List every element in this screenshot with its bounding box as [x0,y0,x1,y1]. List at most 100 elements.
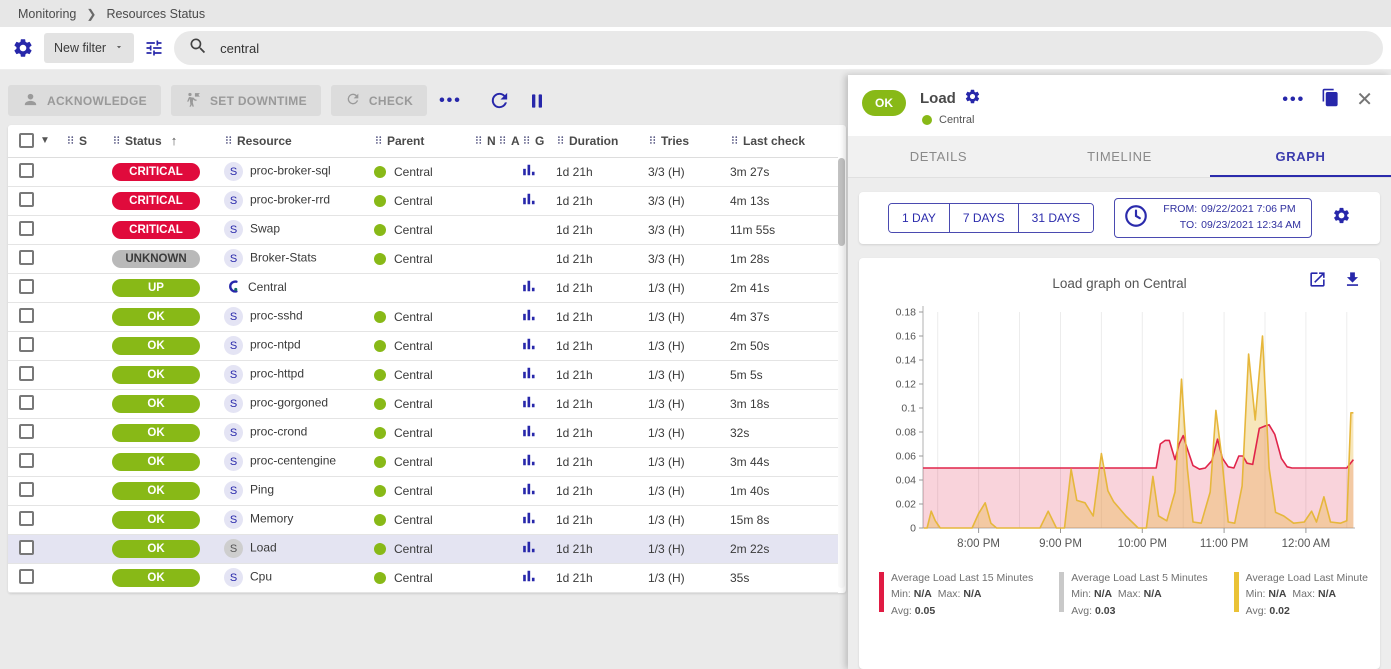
drag-handle-icon[interactable] [474,134,484,148]
cell-graph[interactable] [522,534,556,564]
cell-graph[interactable] [522,418,556,448]
cell-graph[interactable] [522,360,556,390]
table-row[interactable]: CRITICAL S Swap Central 1d 21h 3/3 (H) 11m 55s [8,215,838,245]
cell-parent[interactable]: Central [374,418,474,448]
row-checkbox[interactable] [19,452,34,468]
cell-graph[interactable] [522,331,556,361]
drag-handle-icon[interactable] [498,134,508,148]
panel-more-icon[interactable]: ••• [1282,91,1306,108]
cell-parent[interactable]: Central [374,215,474,245]
table-row[interactable]: OK S Load Central 1d 21h 1/3 (H) 2m 22s [8,534,838,564]
copy-link-icon[interactable] [1321,88,1340,112]
cell-graph[interactable] [522,505,556,535]
cell-resource[interactable]: Central [224,273,374,303]
open-in-new-icon[interactable] [1308,270,1327,294]
tab-details[interactable]: DETAILS [909,149,968,164]
cell-resource[interactable]: S Ping [224,476,374,506]
close-icon[interactable]: ✕ [1356,89,1373,111]
pause-icon[interactable] [527,91,547,111]
cell-parent[interactable]: Central [374,505,474,535]
filter-settings-gear-icon[interactable] [12,37,34,59]
drag-handle-icon[interactable] [556,134,566,148]
cell-parent[interactable]: Central [374,331,474,361]
cell-parent[interactable]: Central [374,360,474,390]
download-icon[interactable] [1343,270,1362,294]
cell-parent[interactable]: Central [374,389,474,419]
cell-resource[interactable]: S Broker-Stats [224,244,374,274]
column-header-tries[interactable]: Tries [648,125,730,158]
graph-settings-gear-icon[interactable] [1332,206,1351,230]
row-checkbox[interactable] [19,481,34,497]
table-row[interactable]: OK S Ping Central 1d 21h 1/3 (H) 1m 40s [8,476,838,506]
row-checkbox[interactable] [19,423,34,439]
column-header-s[interactable]: S [66,125,112,158]
column-header-last-check[interactable]: Last check [730,125,838,158]
range-1-day[interactable]: 1 DAY [889,204,950,232]
legend-item[interactable]: Average Load Last 15 Minutes Min: N/A Max… [879,570,1033,619]
tab-timeline[interactable]: TIMELINE [1087,149,1152,164]
row-checkbox[interactable] [19,307,34,323]
row-checkbox[interactable] [19,510,34,526]
cell-graph[interactable] [522,389,556,419]
row-checkbox[interactable] [19,249,34,265]
set-downtime-button[interactable]: SET DOWNTIME [170,85,321,116]
column-header-parent[interactable]: Parent [374,125,474,158]
drag-handle-icon[interactable] [112,134,122,148]
table-row[interactable]: OK S Memory Central 1d 21h 1/3 (H) 15m 8s [8,505,838,535]
table-row[interactable]: OK S Cpu Central 1d 21h 1/3 (H) 35s [8,563,838,593]
cell-graph[interactable] [522,244,556,274]
cell-resource[interactable]: S Load [224,534,374,564]
new-filter-dropdown[interactable]: New filter [44,33,135,63]
column-header-resource[interactable]: Resource [224,125,374,158]
select-all-checkbox[interactable] [19,133,34,149]
cell-graph[interactable] [522,476,556,506]
row-checkbox[interactable] [19,336,34,352]
drag-handle-icon[interactable] [522,134,532,148]
column-header-status[interactable]: Status ↑ [112,125,224,158]
legend-item[interactable]: Average Load Last 5 Minutes Min: N/A Max:… [1059,570,1208,619]
column-header-a[interactable]: A [498,125,522,158]
refresh-icon[interactable] [488,89,511,112]
breadcrumb-monitoring[interactable]: Monitoring [18,6,77,21]
cell-parent[interactable]: Central [374,534,474,564]
row-checkbox[interactable] [19,394,34,410]
table-scrollbar[interactable] [838,158,845,588]
breadcrumb-resources-status[interactable]: Resources Status [106,6,206,21]
cell-graph[interactable] [522,215,556,245]
drag-handle-icon[interactable] [374,134,384,148]
cell-parent[interactable]: Central [374,302,474,332]
row-checkbox[interactable] [19,568,34,584]
row-checkbox[interactable] [19,191,34,207]
cell-parent[interactable]: Central [374,186,474,216]
check-button[interactable]: CHECK [330,85,428,116]
cell-graph[interactable] [522,186,556,216]
drag-handle-icon[interactable] [224,134,234,148]
cell-parent[interactable] [374,273,474,303]
cell-resource[interactable]: S Swap [224,215,374,245]
from-to-picker[interactable]: FROM: 09/22/2021 7:06 PM TO: 09/23/2021 12… [1114,198,1312,238]
drag-handle-icon[interactable] [730,134,740,148]
row-checkbox[interactable] [19,162,34,178]
cell-parent[interactable]: Central [374,563,474,593]
row-checkbox[interactable] [19,365,34,381]
load-chart[interactable]: 0.18 0.16 0.14 0.12 0.1 0.08 0.06 0.04 0.02 0 8:00… [867,296,1372,564]
column-header-n[interactable]: N [474,125,498,158]
cell-graph[interactable] [522,157,556,187]
select-caret-icon[interactable]: ▼ [40,135,50,147]
panel-settings-gear-icon[interactable] [964,88,981,109]
cell-parent[interactable]: Central [374,476,474,506]
